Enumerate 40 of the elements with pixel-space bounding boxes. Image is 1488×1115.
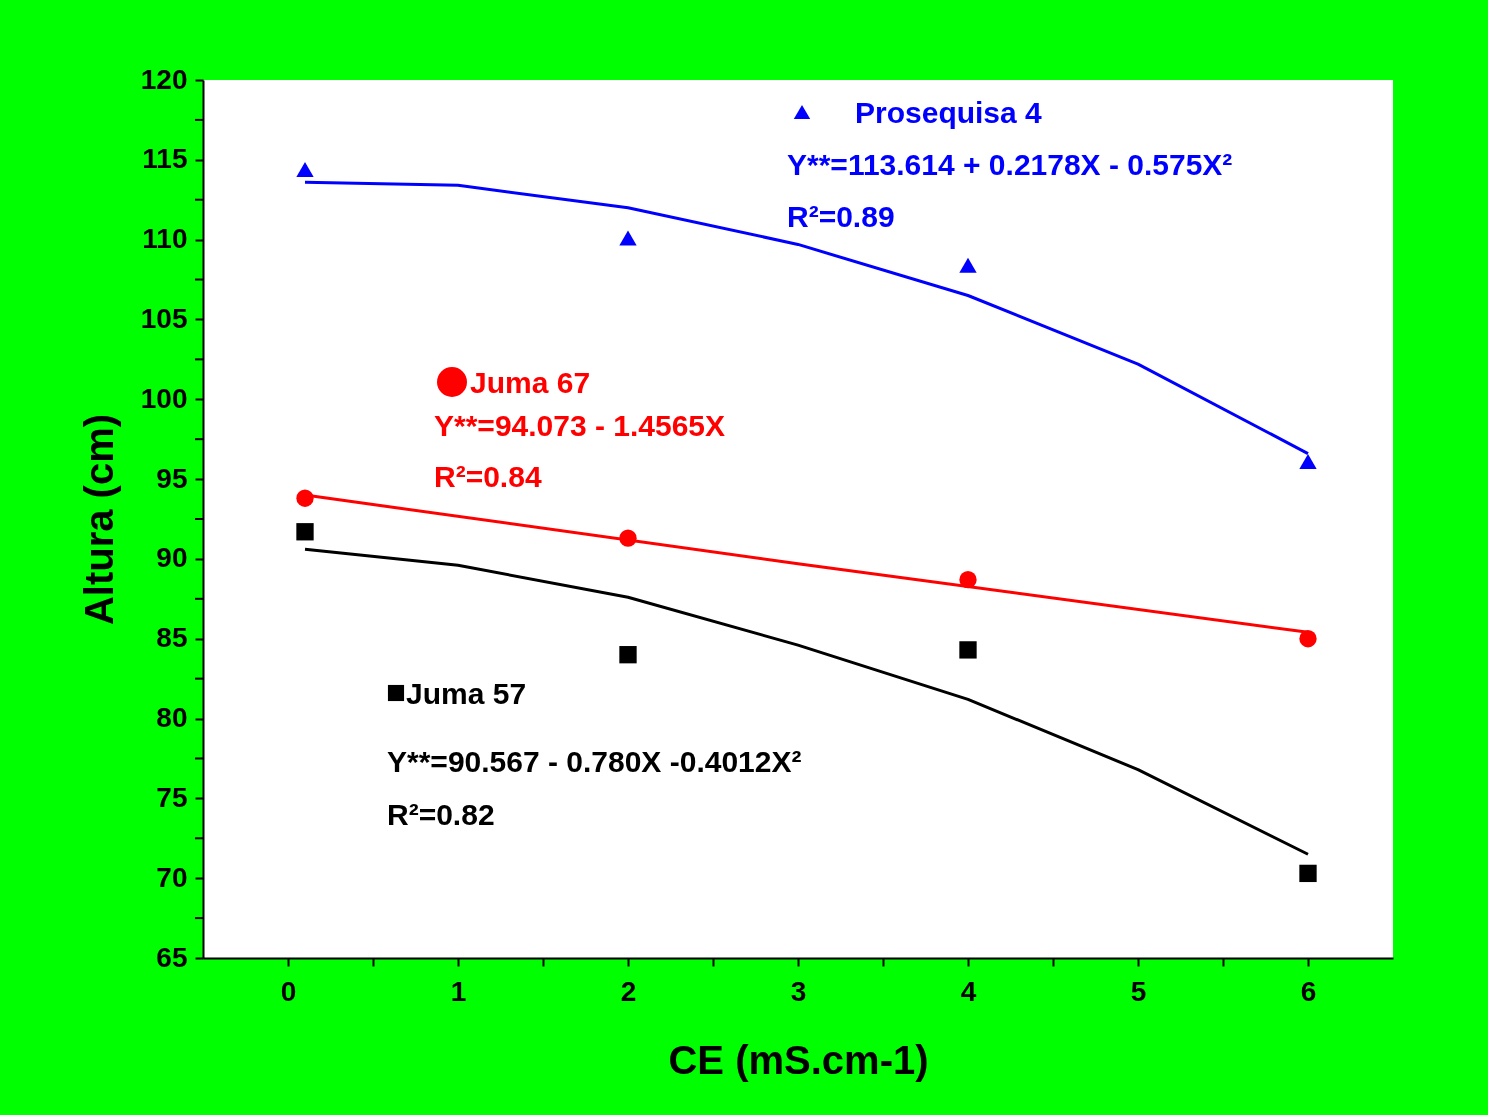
annotation: R²=0.82 <box>387 798 495 831</box>
y-tick-label: 65 <box>156 941 188 973</box>
legend-label: Prosequisa 4 <box>855 96 1043 129</box>
annotation: R²=0.89 <box>787 200 895 233</box>
y-tick-label: 105 <box>140 302 188 334</box>
x-axis-title: CE (mS.cm-1) <box>668 1037 929 1082</box>
point <box>959 641 977 659</box>
legend-label: Juma 57 <box>406 677 527 710</box>
y-tick-label: 110 <box>142 223 188 255</box>
x-tick-label: 4 <box>960 975 977 1007</box>
y-tick-label: 70 <box>156 861 188 893</box>
point <box>296 523 314 541</box>
y-tick-label: 120 <box>140 63 188 95</box>
annotation: Y**=113.614 + 0.2178X - 0.575X² <box>787 148 1233 181</box>
point <box>1299 630 1317 648</box>
line-series <box>303 547 1310 856</box>
y-tick-label: 80 <box>156 702 188 734</box>
y-tick-label: 95 <box>156 462 188 494</box>
x-tick-label: 0 <box>280 975 297 1007</box>
y-tick-label: 90 <box>156 542 188 574</box>
y-tick-label: 75 <box>156 781 188 813</box>
annotation: R²=0.84 <box>434 460 542 493</box>
x-tick-label: 1 <box>450 975 467 1007</box>
point <box>296 161 314 177</box>
point <box>619 230 637 246</box>
x-tick-label: 3 <box>790 975 807 1007</box>
point <box>619 646 637 664</box>
x-tick-label: 6 <box>1300 975 1317 1007</box>
x-tick-label: 5 <box>1130 975 1147 1007</box>
point <box>1299 864 1317 883</box>
point <box>959 257 977 273</box>
point <box>1299 454 1317 470</box>
y-axis-title: Altura (cm) <box>76 413 121 626</box>
annotation: Y**=90.567 - 0.780X -0.4012X² <box>387 745 802 778</box>
y-tick-label: 115 <box>142 143 188 175</box>
y-tick-label: 100 <box>140 382 188 414</box>
y-tick-label: 85 <box>156 622 188 654</box>
annotation: Y**=94.073 - 1.4565X <box>434 409 726 442</box>
x-tick-label: 2 <box>620 975 637 1007</box>
legend-label: Juma 67 <box>470 366 591 399</box>
